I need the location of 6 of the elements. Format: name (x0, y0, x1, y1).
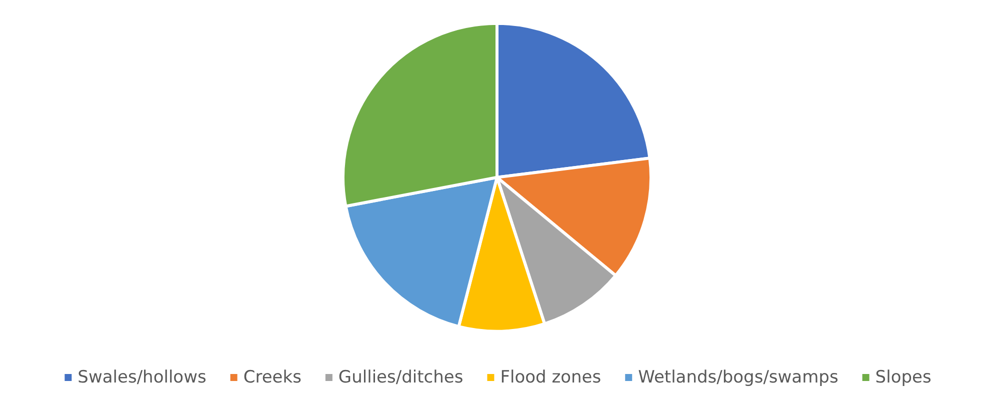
legend-label: Wetlands/bogs/swamps (638, 368, 838, 388)
legend-label: Gullies/ditches (338, 368, 464, 388)
legend-label: Creeks (243, 368, 302, 388)
legend-label: Slopes (875, 368, 932, 388)
legend-label: Swales/hollows (78, 368, 206, 388)
legend-label: Flood zones (500, 368, 602, 388)
